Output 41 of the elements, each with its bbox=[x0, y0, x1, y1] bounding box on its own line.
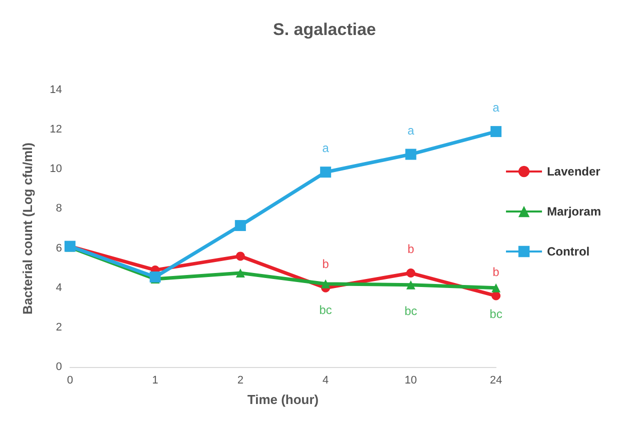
point bbox=[492, 291, 500, 300]
annotation: a bbox=[492, 100, 500, 115]
annotation: bc bbox=[490, 306, 502, 321]
annotation: bc bbox=[404, 304, 418, 318]
y-tick-label: 14 bbox=[50, 84, 62, 96]
legend-label: Control bbox=[546, 244, 590, 258]
y-tick-label: 4 bbox=[56, 282, 62, 294]
point bbox=[236, 268, 245, 278]
annotation: a bbox=[407, 123, 414, 138]
y-tick-label: 12 bbox=[50, 124, 62, 136]
point bbox=[405, 148, 416, 160]
x-tick-label: 24 bbox=[490, 374, 502, 386]
annotation: a bbox=[322, 141, 330, 156]
point bbox=[406, 280, 416, 290]
chart-title: S. agalactiae bbox=[273, 20, 376, 39]
legend-label: Lavender bbox=[546, 164, 601, 178]
annotation: b bbox=[492, 264, 500, 279]
point bbox=[321, 279, 330, 288]
y-tick-label: 0 bbox=[56, 361, 62, 373]
y-axis-title: Bacterial count (Log cfu/ml) bbox=[20, 142, 35, 314]
point bbox=[320, 166, 332, 178]
annotation: b bbox=[322, 256, 330, 271]
point bbox=[150, 271, 161, 282]
annotation: b bbox=[407, 242, 414, 256]
x-tick-label: 10 bbox=[404, 374, 417, 386]
y-tick-label: 6 bbox=[56, 242, 62, 254]
x-tick-label: 4 bbox=[322, 374, 329, 386]
x-axis-title: Time (hour) bbox=[247, 392, 319, 407]
point bbox=[234, 220, 246, 232]
legend-label: Marjoram bbox=[546, 204, 602, 218]
point bbox=[406, 268, 416, 278]
y-tick-label: 8 bbox=[56, 202, 62, 215]
y-tick-label: 10 bbox=[50, 163, 62, 176]
x-tick-label: 0 bbox=[66, 374, 74, 386]
point bbox=[492, 283, 500, 292]
point bbox=[236, 252, 245, 261]
annotation: bc bbox=[319, 302, 332, 317]
y-tick-label: 2 bbox=[56, 321, 62, 334]
point bbox=[490, 126, 502, 138]
x-tick-label: 2 bbox=[237, 374, 244, 386]
x-tick-label: 1 bbox=[152, 374, 158, 386]
